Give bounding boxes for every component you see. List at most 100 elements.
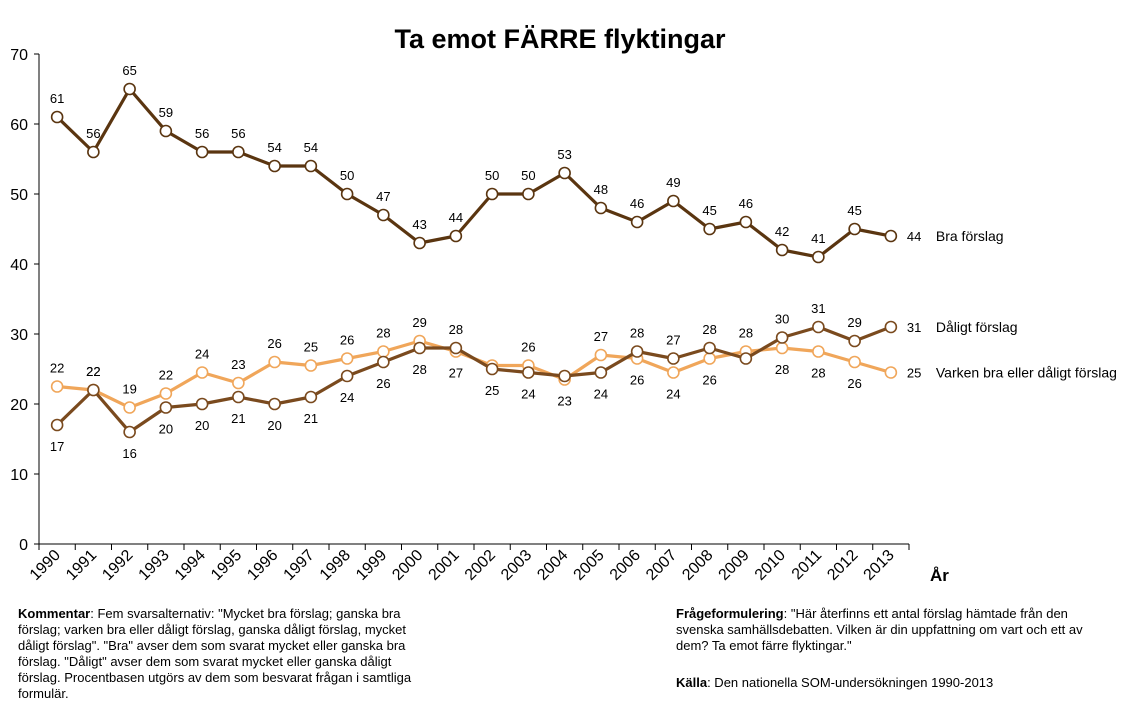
y-tick-label: 20 <box>10 397 28 414</box>
data-label: 23 <box>231 357 245 372</box>
data-label: 46 <box>630 196 644 211</box>
data-point <box>50 380 64 393</box>
data-label: 30 <box>775 312 789 327</box>
data-point <box>775 243 789 257</box>
data-label: 31 <box>811 301 825 316</box>
y-tick-label: 70 <box>10 47 28 64</box>
data-label: 65 <box>122 63 136 78</box>
data-point <box>50 418 64 432</box>
data-point <box>232 390 245 404</box>
data-label: 24 <box>340 390 354 405</box>
source-label: Källa <box>676 675 708 690</box>
data-label: 28 <box>412 362 426 377</box>
data-label: 29 <box>412 315 426 330</box>
data-point <box>522 366 535 379</box>
data-point <box>377 345 390 358</box>
data-point <box>159 124 173 138</box>
x-tick-label: 2012 <box>824 547 861 584</box>
x-tick-label: 2009 <box>716 547 753 584</box>
comment-label: Kommentar <box>18 606 91 621</box>
data-point <box>304 159 318 173</box>
comment-line: förslag; varken bra eller dåligt förslag… <box>18 622 407 637</box>
data-label: 27 <box>449 366 463 381</box>
data-label: 56 <box>195 126 209 141</box>
chart-title: Ta emot FÄRRE flyktingar <box>394 24 726 54</box>
data-label: 16 <box>122 446 136 461</box>
x-tick-label: 1994 <box>172 547 209 584</box>
data-point <box>812 250 825 264</box>
data-label: 26 <box>376 376 390 391</box>
line-chart: Ta emot FÄRRE flyktingar 0 10 20 30 40 50 60 70… <box>10 24 1117 585</box>
data-label: 56 <box>231 126 245 141</box>
data-point <box>87 383 100 397</box>
data-label: 24 <box>666 387 680 402</box>
series-line <box>56 339 892 410</box>
y-tick-label: 10 <box>10 467 28 484</box>
data-label: 22 <box>86 364 100 379</box>
data-label: 42 <box>775 224 789 239</box>
data-label: 59 <box>159 105 173 120</box>
data-point <box>232 376 245 390</box>
data-label: 50 <box>340 168 354 183</box>
data-label: 26 <box>521 340 535 355</box>
x-tick-label: 2013 <box>861 547 898 584</box>
series-lines <box>50 82 898 439</box>
data-label: 50 <box>485 168 499 183</box>
question-line: dem? Ta emot färre flyktingar." <box>676 638 852 653</box>
data-label: 45 <box>702 203 716 218</box>
data-point <box>123 425 136 439</box>
data-point <box>558 369 571 383</box>
data-label: 47 <box>376 189 390 204</box>
data-point <box>340 352 354 365</box>
data-label: 25 <box>304 340 318 355</box>
data-label: 23 <box>557 394 571 409</box>
series-end-value: 44 <box>907 229 921 244</box>
data-label: 48 <box>594 182 608 197</box>
data-point <box>195 397 209 411</box>
data-label: 22 <box>86 364 100 379</box>
x-tick-label: 2001 <box>426 547 463 584</box>
data-point <box>50 110 64 124</box>
data-label: 44 <box>449 210 463 225</box>
data-point <box>558 166 571 180</box>
comment-note: Kommentar: Fem svarsalternativ: "Mycket … <box>18 606 468 702</box>
data-point <box>340 369 354 383</box>
x-tick-label: 1990 <box>27 547 64 584</box>
data-label: 50 <box>521 168 535 183</box>
x-tick-label: 1993 <box>136 547 173 584</box>
comment-line: formulär. <box>18 686 69 701</box>
data-point <box>485 362 499 376</box>
data-point <box>413 341 426 355</box>
data-point <box>123 82 136 96</box>
data-point <box>232 145 245 159</box>
x-tick-label: 1992 <box>99 547 136 584</box>
data-label: 21 <box>231 411 245 426</box>
series-line <box>56 87 892 259</box>
data-label: 54 <box>304 140 318 155</box>
data-label: 22 <box>50 361 64 376</box>
data-point <box>594 348 608 362</box>
data-point <box>377 355 390 369</box>
data-label: 49 <box>666 175 680 190</box>
y-tick-label: 60 <box>10 117 28 134</box>
data-point <box>739 215 753 229</box>
data-point <box>667 352 680 365</box>
x-tick-label: 1998 <box>317 547 354 584</box>
question-note: Frågeformulering: "Här återfinns ett ant… <box>676 606 1116 654</box>
question-label: Frågeformulering <box>676 606 784 621</box>
data-point <box>340 187 354 201</box>
data-label: 26 <box>630 373 644 388</box>
data-label: 20 <box>267 418 281 433</box>
data-label: 28 <box>811 366 825 381</box>
x-tick-label: 1997 <box>281 547 318 584</box>
series-name-label: Dåligt förslag <box>936 319 1018 335</box>
data-point <box>775 331 789 344</box>
data-label: 28 <box>739 326 753 341</box>
data-point <box>812 345 825 358</box>
y-tick-label: 50 <box>10 187 28 204</box>
data-label: 26 <box>267 336 281 351</box>
data-label: 24 <box>521 387 535 402</box>
data-label: 29 <box>847 315 861 330</box>
data-label: 43 <box>412 217 426 232</box>
data-point <box>703 222 716 236</box>
